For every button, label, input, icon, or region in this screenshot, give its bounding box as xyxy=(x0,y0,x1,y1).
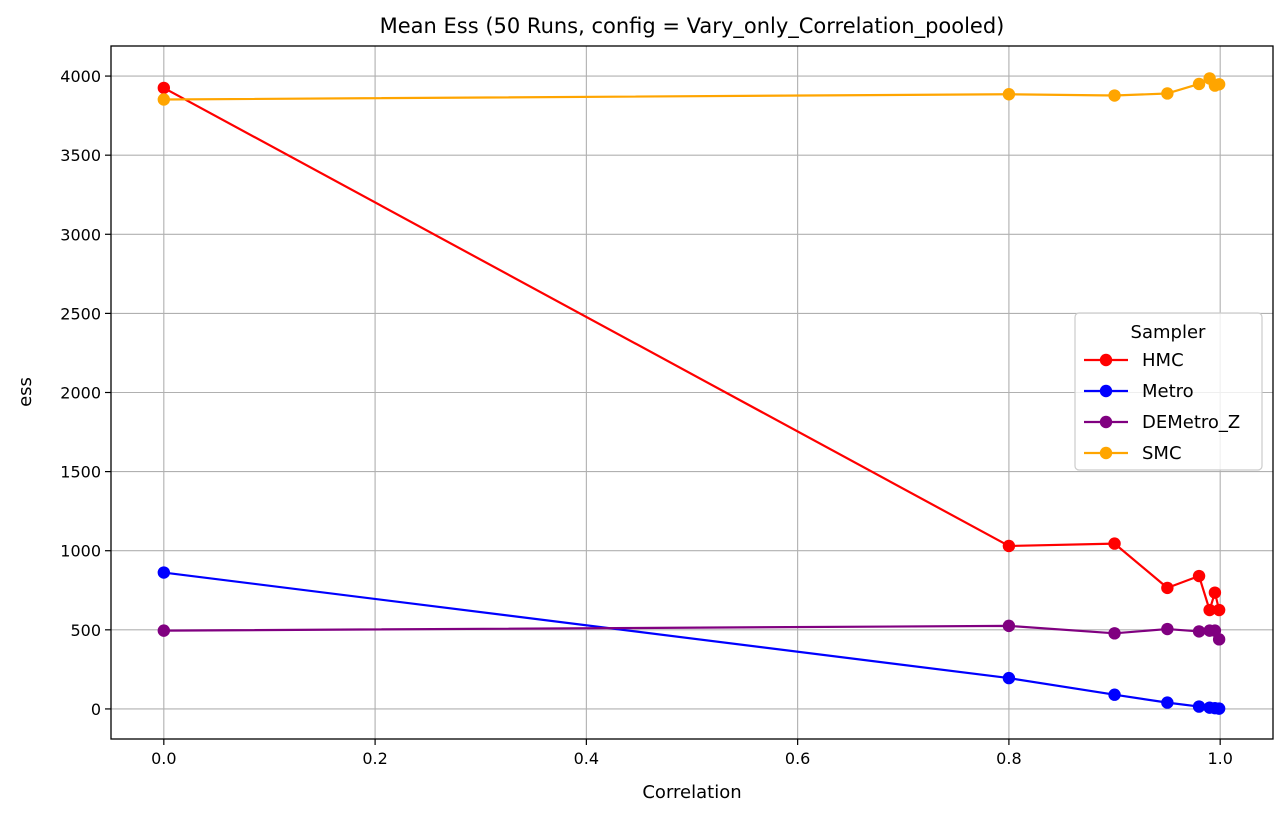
data-point-smc xyxy=(1002,88,1016,101)
legend-marker xyxy=(1099,353,1113,367)
data-point-hmc xyxy=(1002,539,1016,553)
legend-marker xyxy=(1099,384,1113,398)
chart-title: Mean Ess (50 Runs, config = Vary_only_Co… xyxy=(380,14,1005,39)
legend-label: SMC xyxy=(1142,443,1182,464)
y-tick-label: 4000 xyxy=(60,67,101,86)
legend-entry-hmc: HMC xyxy=(1084,350,1184,371)
data-point-smc xyxy=(1108,89,1121,102)
data-point-demetro-z xyxy=(1212,633,1226,646)
legend-marker xyxy=(1099,446,1113,460)
data-point-demetro-z xyxy=(1002,619,1016,633)
legend-label: HMC xyxy=(1142,350,1184,371)
x-tick-label: 0.0 xyxy=(151,749,176,768)
legend-label: Metro xyxy=(1142,381,1194,402)
legend-marker xyxy=(1099,415,1113,429)
data-point-demetro-z xyxy=(1161,622,1174,636)
legend-entry-metro: Metro xyxy=(1084,381,1194,402)
data-point-smc xyxy=(1212,78,1226,91)
series-smc xyxy=(157,72,1226,106)
data-point-metro xyxy=(1192,700,1206,713)
x-tick-label: 0.2 xyxy=(362,749,387,768)
data-point-metro xyxy=(1212,702,1226,715)
data-point-hmc xyxy=(157,81,171,95)
x-tick-label: 0.6 xyxy=(785,749,810,768)
y-tick-label: 1000 xyxy=(60,542,101,561)
series-hmc xyxy=(157,81,1226,617)
data-point-metro xyxy=(1108,688,1121,701)
data-point-smc xyxy=(157,93,171,106)
data-point-smc xyxy=(1192,77,1206,91)
data-point-metro xyxy=(1161,696,1174,709)
x-tick-label: 1.0 xyxy=(1207,749,1232,768)
data-point-demetro-z xyxy=(1108,627,1121,640)
legend-box xyxy=(1074,312,1263,471)
y-tick-label: 2500 xyxy=(60,304,101,323)
y-tick-label: 1500 xyxy=(60,463,101,482)
y-axis-label: ess xyxy=(15,377,36,407)
data-point-demetro-z xyxy=(1192,625,1206,638)
legend-entry-demetro-z: DEMetro_Z xyxy=(1084,412,1240,433)
data-point-demetro-z xyxy=(157,624,171,637)
data-point-metro xyxy=(1002,671,1016,685)
legend-label: DEMetro_Z xyxy=(1142,412,1240,433)
legend: Sampler HMC Metro DEMetro_Z SMC xyxy=(1074,312,1263,471)
x-axis: 0.0 0.2 0.4 0.6 0.8 1.0 xyxy=(151,739,1233,768)
y-tick-label: 500 xyxy=(70,621,101,640)
x-axis-label: Correlation xyxy=(642,782,741,803)
y-tick-label: 0 xyxy=(91,700,101,719)
y-tick-label: 3000 xyxy=(60,225,101,244)
data-point-smc xyxy=(1161,87,1174,100)
data-point-hmc xyxy=(1212,603,1226,617)
data-point-hmc xyxy=(1161,581,1174,595)
legend-entry-smc: SMC xyxy=(1084,443,1182,464)
data-point-metro xyxy=(157,566,171,579)
y-tick-label: 2000 xyxy=(60,384,101,403)
data-point-hmc xyxy=(1192,569,1206,583)
legend-entries: HMC Metro DEMetro_Z SMC xyxy=(1084,350,1240,464)
data-point-hmc xyxy=(1108,537,1121,550)
series-demetro-z xyxy=(157,619,1226,646)
y-axis: 0 500 1000 1500 2000 2500 3000 3500 4000 xyxy=(60,67,111,719)
series-metro xyxy=(157,566,1226,715)
data-point-hmc xyxy=(1208,586,1222,599)
series-layer xyxy=(157,72,1226,715)
y-tick-label: 3500 xyxy=(60,146,101,165)
x-tick-label: 0.4 xyxy=(574,749,599,768)
data-point-hmc xyxy=(1203,603,1216,617)
x-tick-label: 0.8 xyxy=(996,749,1021,768)
legend-title: Sampler xyxy=(1131,322,1206,343)
